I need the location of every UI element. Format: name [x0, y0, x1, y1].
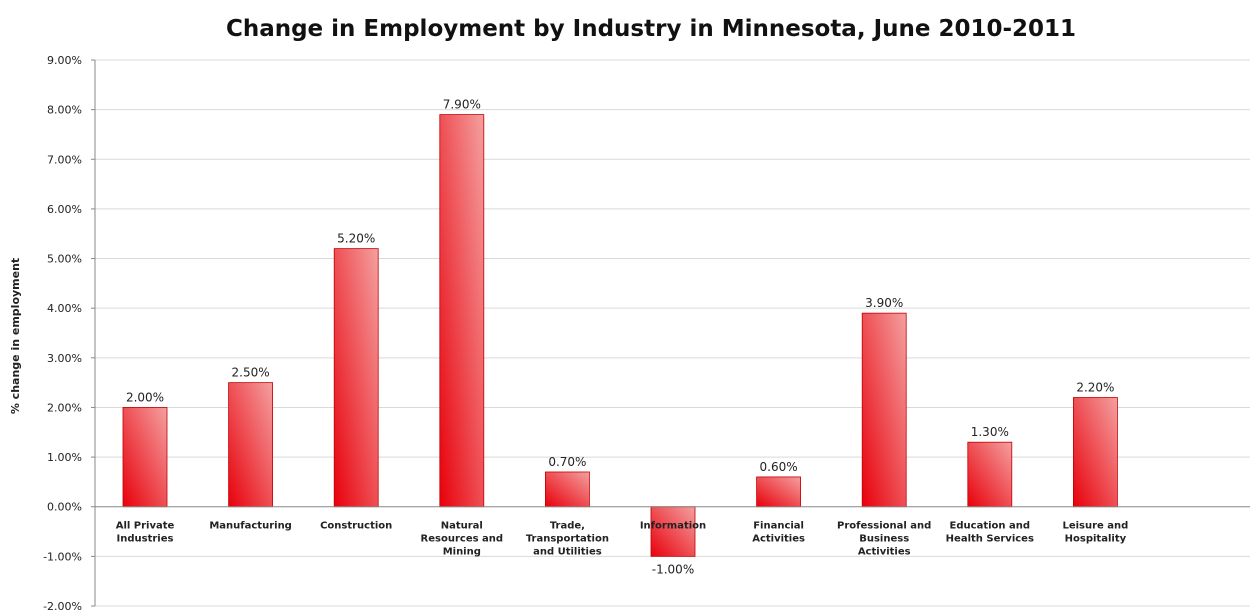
bar	[439, 114, 485, 508]
y-tick-label: 0.00%	[47, 501, 82, 514]
y-axis-ticks: 9.00% 8.00% 7.00% 6.00% 5.00% 4.00% 3.00% 2.00%…	[43, 54, 82, 613]
y-tick-label: 7.00%	[47, 153, 82, 166]
bar	[1073, 397, 1118, 508]
category-label: Professional and Business Activities	[837, 521, 931, 558]
data-label: 2.50%	[232, 366, 270, 380]
category-label: Financial Activities	[752, 521, 805, 545]
bar	[333, 248, 379, 508]
data-label: 5.20%	[337, 232, 375, 246]
bars	[122, 114, 1118, 557]
data-label: 7.90%	[443, 98, 481, 112]
y-tick-label: 9.00%	[47, 54, 82, 67]
bar	[122, 407, 168, 508]
category-label: Education and Health Services	[946, 521, 1034, 545]
y-tick-label: 1.00%	[47, 451, 82, 464]
axes	[91, 59, 1250, 607]
category-label: All Private Industries	[116, 521, 175, 545]
category-label: Natural Resources and Mining	[421, 521, 504, 558]
category-label: Trade, Transportation and Utilities	[526, 521, 609, 558]
data-label: 2.20%	[1076, 381, 1114, 395]
y-tick-label: 5.00%	[47, 253, 82, 266]
bar	[861, 312, 907, 508]
bar	[545, 471, 590, 508]
category-label: Construction	[320, 521, 392, 532]
bar	[756, 476, 801, 508]
bar	[967, 441, 1013, 508]
y-axis-label: % change in employment	[9, 258, 22, 414]
data-label: 1.30%	[971, 425, 1009, 439]
category-label: Manufacturing	[209, 521, 292, 532]
data-label: 0.60%	[760, 460, 798, 474]
category-label: Leisure and Hospitality	[1062, 521, 1128, 545]
data-label: -1.00%	[652, 562, 694, 576]
y-tick-label: 6.00%	[47, 203, 82, 216]
category-label: Information	[640, 521, 706, 532]
data-label: 0.70%	[548, 455, 586, 469]
data-label: 3.90%	[865, 296, 903, 310]
y-tick-label: -2.00%	[43, 600, 82, 613]
chart-title: Change in Employment by Industry in Minn…	[226, 16, 1076, 42]
y-tick-label: 2.00%	[47, 401, 82, 414]
bar	[228, 382, 274, 508]
gridlines	[95, 59, 1250, 607]
bar	[650, 506, 696, 557]
data-labels: 2.00% 2.50% 5.20% 7.90% 0.70% -1.00% 0.60% 3.90…	[126, 98, 1115, 577]
y-tick-label: 8.00%	[47, 104, 82, 117]
y-tick-label: 3.00%	[47, 352, 82, 365]
y-tick-label: -1.00%	[43, 550, 82, 563]
y-tick-label: 4.00%	[47, 302, 82, 315]
category-labels: All Private Industries Manufacturing Constr…	[116, 521, 1129, 558]
data-label: 2.00%	[126, 390, 164, 404]
